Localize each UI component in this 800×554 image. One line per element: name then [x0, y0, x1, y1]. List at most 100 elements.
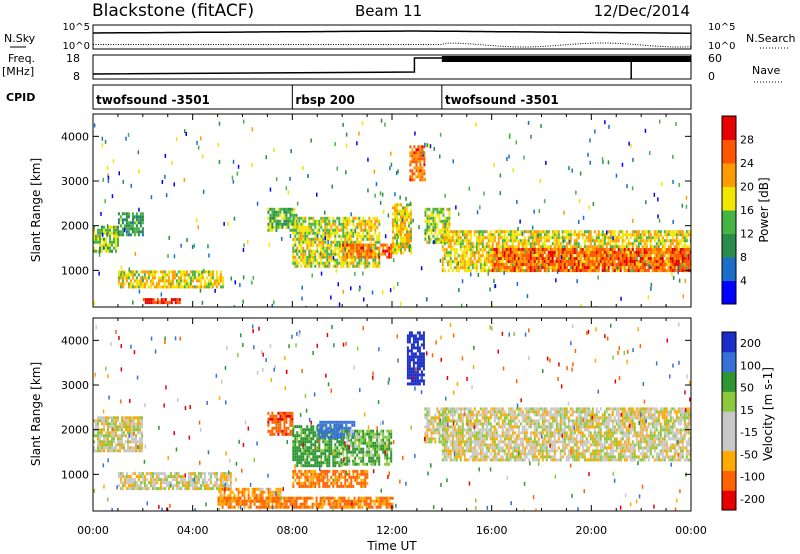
heatmap-cell [121, 484, 124, 488]
heatmap-cell [479, 266, 482, 270]
heatmap-cell [631, 269, 634, 273]
heatmap-cell [314, 237, 317, 241]
heatmap-cell [605, 251, 608, 254]
heatmap-cell [131, 481, 134, 485]
heatmap-cell [221, 499, 224, 503]
heatmap-cell [151, 282, 154, 286]
heatmap-cell [119, 422, 121, 426]
heatmap-cell [318, 240, 321, 244]
heatmap-cell [663, 263, 666, 266]
colorbar-swatch [722, 257, 736, 281]
heatmap-cell [113, 416, 115, 420]
heatmap-cell [135, 282, 138, 286]
heatmap-cell [141, 472, 144, 476]
heatmap-cell [123, 282, 126, 286]
heatmap-cell [675, 254, 678, 257]
heatmap-cell [346, 246, 349, 250]
heatmap-cell [567, 251, 570, 254]
heatmap-cell [625, 260, 628, 263]
heatmap-cell [639, 254, 642, 258]
heatmap-cell [115, 434, 117, 438]
heatmap-speckle [479, 205, 481, 210]
heatmap-cell [547, 230, 550, 234]
heatmap-cell [97, 240, 99, 244]
heatmap-cell [477, 260, 480, 264]
heatmap-cell [195, 285, 198, 289]
heatmap-cell [378, 237, 381, 241]
heatmap-cell [159, 279, 162, 283]
heatmap-cell [687, 263, 690, 266]
heatmap-cell [135, 487, 138, 491]
heatmap-cell [139, 276, 142, 280]
heatmap-cell [673, 269, 676, 272]
heatmap-cell [334, 231, 337, 235]
heatmap-cell [117, 240, 119, 244]
heatmap-cell [354, 243, 357, 247]
heatmap-cell [589, 248, 592, 252]
heatmap-cell [127, 422, 129, 426]
heatmap-speckle [295, 248, 297, 253]
heatmap-cell [237, 493, 240, 497]
heatmap-cell [647, 236, 650, 240]
heatmap-cell [539, 257, 542, 260]
heatmap-cell [169, 481, 172, 485]
heatmap-cell [675, 257, 678, 260]
heatmap-cell [585, 230, 588, 234]
heatmap-cell [629, 236, 632, 240]
heatmap-cell [117, 484, 120, 488]
heatmap-cell [424, 228, 427, 232]
heatmap-cell [123, 224, 126, 228]
heatmap-speckle [196, 218, 198, 223]
heatmap-cell [370, 222, 373, 226]
heatmap-cell [312, 258, 315, 262]
heatmap-cell [105, 434, 107, 438]
heatmap-cell [537, 269, 540, 272]
heatmap-cell [545, 233, 548, 237]
heatmap-cell [360, 258, 363, 262]
heatmap-cell [362, 255, 365, 259]
heatmap-cell [438, 210, 441, 214]
heatmap-speckle [575, 190, 577, 195]
heatmap-cell [473, 254, 476, 258]
heatmap-cell [191, 279, 194, 283]
heatmap-cell [283, 216, 286, 220]
heatmap-cell [683, 236, 686, 240]
heatmap-cell [689, 257, 691, 261]
heatmap-cell [499, 251, 502, 255]
heatmap-cell [311, 505, 314, 509]
heatmap-speckle [358, 131, 360, 136]
heatmap-cell [394, 245, 396, 249]
heatmap-cell [356, 264, 359, 268]
heatmap-cell [445, 239, 448, 243]
heatmap-speckle [331, 184, 333, 189]
heatmap-cell [378, 222, 381, 226]
heatmap-cell [135, 440, 137, 444]
heatmap-cell [255, 499, 258, 503]
heatmap-cell [354, 225, 357, 229]
heatmap-cell [346, 252, 349, 256]
heatmap-cell [221, 475, 224, 479]
heatmap-cell [125, 227, 128, 231]
heatmap-cell [595, 236, 598, 240]
heatmap-cell [497, 248, 500, 252]
heatmap-cell [465, 242, 468, 246]
heatmap-cell [123, 425, 125, 429]
heatmap-cell [137, 425, 139, 429]
heatmap-cell [457, 230, 460, 234]
heatmap-cell [347, 505, 350, 509]
heatmap-cell [659, 260, 662, 263]
heatmap-cell [359, 496, 362, 500]
heatmap-cell [283, 411, 286, 415]
heatmap-cell [681, 233, 684, 237]
heatmap-speckle [487, 271, 489, 276]
heatmap-speckle [389, 288, 392, 293]
heatmap-cell [181, 285, 184, 289]
heatmap-cell [121, 416, 123, 420]
heatmap-cell [265, 499, 268, 503]
heatmap-cell [121, 212, 124, 216]
heatmap-cell [144, 301, 147, 305]
heatmap-cell [351, 499, 354, 503]
heatmap-cell [527, 248, 530, 251]
heatmap-cell [391, 502, 394, 506]
heatmap-cell [360, 252, 363, 256]
